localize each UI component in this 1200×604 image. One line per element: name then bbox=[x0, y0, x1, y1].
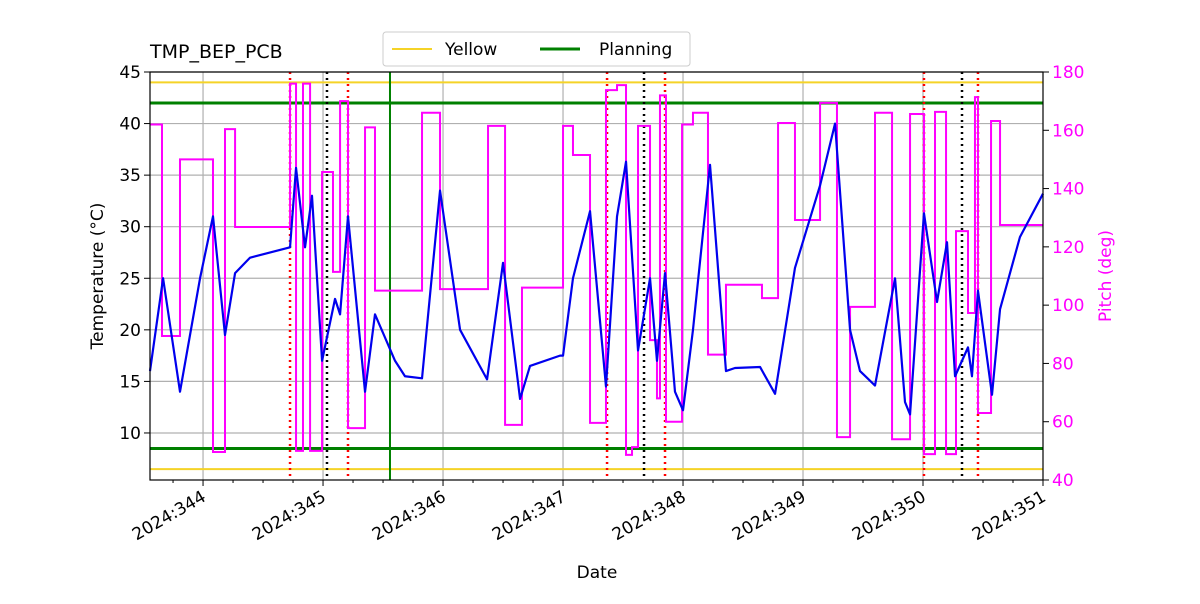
x-tick-label: 2024:351 bbox=[969, 487, 1050, 545]
legend-label-planning: Planning bbox=[599, 40, 672, 60]
x-tick-label: 2024:346 bbox=[369, 487, 450, 545]
y-tick-label: 20 bbox=[119, 321, 141, 341]
plot-lines bbox=[148, 72, 1044, 480]
x-tick-label: 2024:347 bbox=[489, 487, 570, 545]
plot-frame bbox=[149, 71, 1044, 481]
x-axis-label: Date bbox=[577, 563, 618, 583]
y-axis-label: Temperature (°C) bbox=[88, 203, 108, 351]
y2-tick-label: 40 bbox=[1052, 471, 1074, 491]
y2-tick-label: 120 bbox=[1052, 238, 1084, 258]
y-tick-label: 10 bbox=[119, 424, 141, 444]
y2-axis-label: Pitch (deg) bbox=[1096, 230, 1116, 322]
chart-title: TMP_BEP_PCB bbox=[149, 41, 283, 63]
y2-tick-label: 60 bbox=[1052, 413, 1074, 433]
y-tick-label: 40 bbox=[119, 115, 141, 135]
y-tick-label: 35 bbox=[119, 166, 141, 186]
axes: 2024:344 2024:345 2024:346 2024:347 2024:348… bbox=[119, 63, 1084, 545]
y2-tick-label: 80 bbox=[1052, 354, 1074, 374]
y-tick-label: 45 bbox=[119, 63, 141, 83]
grid bbox=[150, 71, 1043, 480]
y-tick-label: 25 bbox=[119, 269, 141, 289]
pitch-series-line bbox=[150, 82, 1043, 456]
x-tick-label: 2024:345 bbox=[249, 487, 330, 545]
y-tick-label: 15 bbox=[119, 372, 141, 392]
y2-tick-label: 100 bbox=[1052, 296, 1084, 316]
x-tick-label: 2024:349 bbox=[729, 487, 810, 545]
y2-tick-label: 160 bbox=[1052, 121, 1084, 141]
legend-label-yellow: Yellow bbox=[444, 40, 497, 60]
legend-box bbox=[382, 31, 691, 67]
x-tick-label: 2024:344 bbox=[129, 487, 210, 545]
x-tick-label: 2024:350 bbox=[849, 487, 930, 545]
x-tick-label: 2024:348 bbox=[609, 487, 690, 545]
temperature-series-line bbox=[148, 122, 1044, 416]
legend: Yellow Planning bbox=[382, 31, 691, 67]
y2-tick-label: 180 bbox=[1052, 63, 1084, 83]
y2-tick-label: 140 bbox=[1052, 180, 1084, 200]
y-tick-label: 30 bbox=[119, 218, 141, 238]
